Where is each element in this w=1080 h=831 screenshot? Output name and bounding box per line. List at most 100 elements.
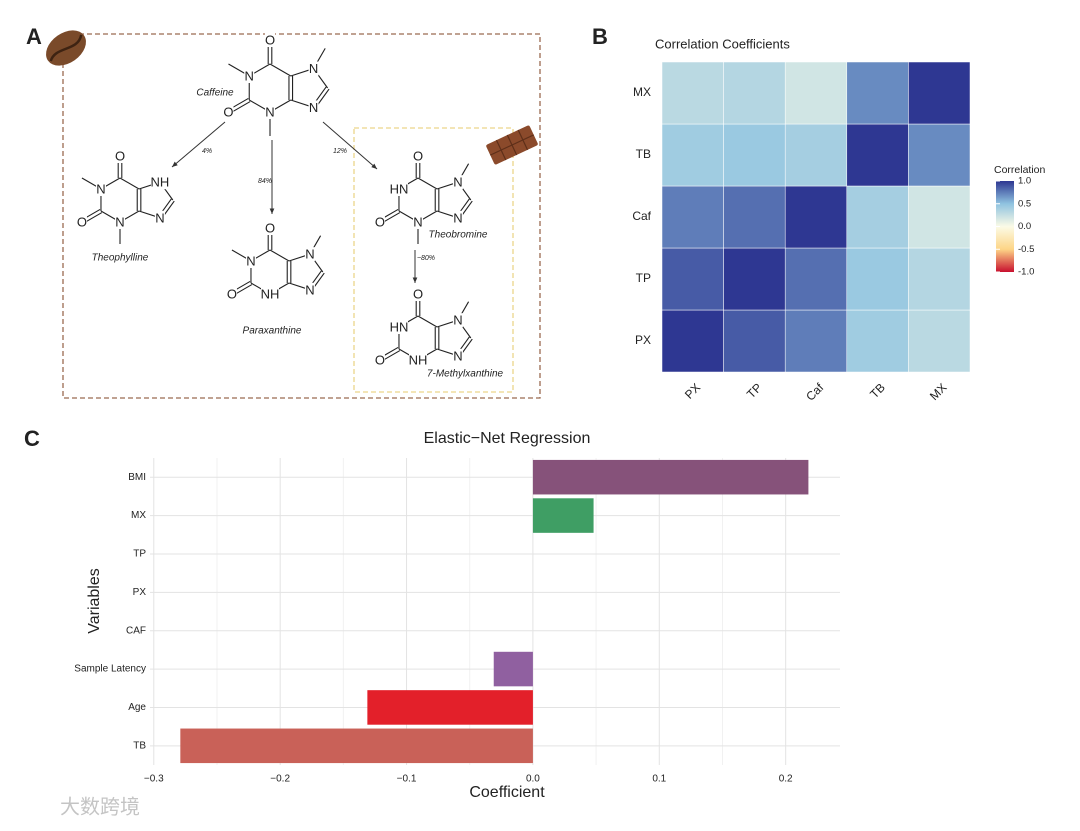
pathway-box	[62, 33, 541, 399]
arrow	[171, 121, 226, 168]
conversion-label: ~80%	[417, 255, 435, 262]
atom-background	[452, 348, 463, 363]
x-tick-label: 0.1	[652, 774, 666, 785]
heatmap-cell	[661, 309, 724, 373]
atom-label: N	[265, 104, 274, 119]
atom-background	[226, 287, 237, 301]
y-tick-label: BMI	[128, 472, 146, 483]
heatmap-cell	[784, 309, 848, 373]
atom-label: O	[115, 148, 125, 163]
heatmap-cell	[846, 309, 909, 373]
conversion-label: 12%	[333, 148, 347, 155]
x-tick-label: MX	[927, 380, 950, 403]
atom-background	[413, 149, 423, 163]
atom-label: N	[413, 214, 422, 229]
colorbar-tick-label: -0.5	[1018, 244, 1034, 255]
heatmap-cell	[784, 61, 848, 125]
bond	[269, 249, 290, 262]
heatmap-cell	[661, 61, 724, 125]
heatmap-cell	[661, 247, 724, 311]
x-tick-label: −0.3	[144, 774, 164, 785]
heatmap-cell	[846, 61, 909, 125]
atom-label: HN	[390, 181, 409, 196]
atom-background	[95, 182, 106, 196]
bar	[493, 651, 533, 687]
atom-background	[374, 215, 385, 229]
atom-label: N	[305, 247, 314, 262]
y-tick-label: PX	[133, 587, 147, 598]
y-tick-label: Sample Latency	[74, 664, 146, 675]
chocolate-icon	[486, 125, 538, 165]
atom-background	[150, 175, 169, 190]
atom-label: N	[115, 214, 124, 229]
y-tick-label: Caf	[632, 209, 651, 223]
x-tick-label: −0.2	[270, 774, 290, 785]
bond	[119, 177, 140, 190]
colorbar-tick-label: 0.5	[1018, 198, 1031, 209]
y-tick-label: MX	[131, 510, 146, 521]
molecule-name: Paraxanthine	[243, 326, 302, 337]
bar	[532, 498, 594, 533]
atom-label: NH	[151, 175, 170, 190]
atom-background	[115, 149, 125, 163]
atom-label: O	[223, 104, 233, 119]
atom-label: N	[309, 61, 318, 76]
y-tick-label: Age	[128, 702, 146, 713]
colorbar-tick-label: 1.0	[1018, 176, 1031, 187]
atom-background	[261, 287, 279, 301]
y-tick-label: TP	[636, 271, 651, 285]
arrow-head	[371, 163, 377, 169]
y-tick-label: CAF	[126, 625, 146, 636]
atom-label: O	[227, 286, 237, 301]
x-tick-label: 0.2	[779, 774, 793, 785]
heatmap-cell	[908, 185, 971, 249]
atom-background	[389, 182, 408, 196]
x-tick-label: −0.1	[397, 774, 417, 785]
heatmap-cell	[784, 123, 848, 187]
coffee-bean-icon	[46, 30, 86, 66]
chart-title: Elastic−Net Regression	[424, 430, 591, 447]
atom-label: N	[96, 181, 105, 196]
atom-background	[413, 287, 423, 301]
x-tick-label: TB	[867, 380, 888, 401]
atom-background	[304, 247, 315, 262]
molecule-name: 7-Methylxanthine	[427, 369, 504, 380]
arrow-head	[172, 161, 178, 167]
heatmap-cell	[846, 185, 909, 249]
y-tick-label: PX	[635, 333, 651, 347]
atom-background	[452, 175, 463, 190]
heatmap-cell	[846, 123, 909, 187]
molecule-name: Caffeine	[196, 88, 234, 99]
molecule: O HN O N N N	[374, 148, 473, 244]
atom-label: O	[375, 352, 385, 367]
heatmap-cell	[723, 185, 786, 249]
heatmap-cell	[846, 247, 909, 311]
conversion-label: 84%	[258, 178, 272, 185]
atom-label: HN	[390, 319, 409, 334]
x-axis-label: Coefficient	[469, 784, 545, 801]
atom-background	[389, 320, 408, 334]
atom-label: O	[77, 214, 87, 229]
bar	[532, 459, 809, 495]
molecule-name: Theobromine	[429, 230, 488, 241]
atom-background	[245, 254, 256, 268]
atom-label: N	[309, 100, 318, 115]
legend-title: Correlation	[994, 164, 1046, 176]
heatmap-cell	[661, 123, 724, 187]
atom-label: N	[453, 348, 462, 363]
arrow	[322, 121, 378, 170]
heatmap-cell	[908, 309, 971, 373]
arrow-head	[412, 277, 418, 283]
atom-label: O	[375, 214, 385, 229]
bond	[269, 63, 292, 77]
atom-background	[76, 215, 87, 229]
atom-background	[452, 210, 463, 225]
y-tick-label: TP	[133, 549, 146, 560]
x-tick-label: Caf	[803, 380, 827, 404]
atom-label: N	[453, 313, 462, 328]
x-tick-label: PX	[682, 380, 703, 401]
atom-label: N	[453, 210, 462, 225]
colorbar-tick-label: -1.0	[1018, 267, 1034, 278]
y-tick-label: TB	[133, 740, 146, 751]
